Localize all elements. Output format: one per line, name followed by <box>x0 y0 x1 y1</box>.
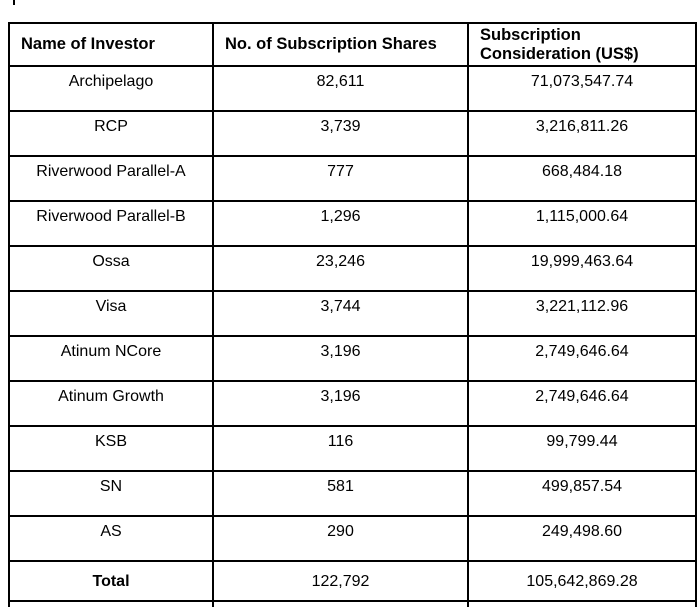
cell-subscription-consideration: 99,799.44 <box>467 425 697 472</box>
cell-investor-name: Riverwood Parallel-A <box>8 155 214 202</box>
cell-total-consideration: 105,642,869.28 <box>467 560 697 602</box>
cell-investor-name: SN <box>8 470 214 517</box>
table-row: Archipelago 82,611 71,073,547.74 <box>8 65 697 112</box>
cell-investor-name: Ossa <box>8 245 214 292</box>
cell-investor-name: Riverwood Parallel-B <box>8 200 214 247</box>
table-row: AS 290 249,498.60 <box>8 515 697 562</box>
table-row: Visa 3,744 3,221,112.96 <box>8 290 697 337</box>
cell-subscription-shares: 1,296 <box>212 200 469 247</box>
cell-subscription-shares: 23,246 <box>212 245 469 292</box>
cell-subscription-shares: 82,611 <box>212 65 469 112</box>
table-row: SN 581 499,857.54 <box>8 470 697 517</box>
total-row: Total 122,792 105,642,869.28 <box>8 560 697 602</box>
cell-subscription-consideration: 71,073,547.74 <box>467 65 697 112</box>
cell-subscription-consideration: 249,498.60 <box>467 515 697 562</box>
cell-total-label: Total <box>8 560 214 602</box>
cutoff-cell <box>8 600 214 607</box>
cell-investor-name: RCP <box>8 110 214 157</box>
cell-subscription-shares: 777 <box>212 155 469 202</box>
cell-subscription-consideration: 19,999,463.64 <box>467 245 697 292</box>
table-border-remnant <box>13 0 15 5</box>
cell-subscription-shares: 3,196 <box>212 380 469 427</box>
table-row: Atinum NCore 3,196 2,749,646.64 <box>8 335 697 382</box>
table-row: RCP 3,739 3,216,811.26 <box>8 110 697 157</box>
cell-subscription-shares: 3,739 <box>212 110 469 157</box>
cell-subscription-shares: 3,744 <box>212 290 469 337</box>
cell-investor-name: Archipelago <box>8 65 214 112</box>
cell-subscription-consideration: 1,115,000.64 <box>467 200 697 247</box>
cell-investor-name: Atinum NCore <box>8 335 214 382</box>
cell-subscription-consideration: 3,221,112.96 <box>467 290 697 337</box>
table-row: Atinum Growth 3,196 2,749,646.64 <box>8 380 697 427</box>
cell-investor-name: AS <box>8 515 214 562</box>
table-row: Riverwood Parallel-A 777 668,484.18 <box>8 155 697 202</box>
cutoff-cell <box>467 600 697 607</box>
cell-investor-name: Atinum Growth <box>8 380 214 427</box>
cell-total-shares: 122,792 <box>212 560 469 602</box>
header-row: Name of Investor No. of Subscription Sha… <box>8 22 697 67</box>
cell-subscription-consideration: 499,857.54 <box>467 470 697 517</box>
cell-subscription-shares: 3,196 <box>212 335 469 382</box>
cell-subscription-shares: 116 <box>212 425 469 472</box>
header-subscription-shares: No. of Subscription Shares <box>212 22 469 67</box>
cutoff-cell <box>212 600 469 607</box>
cell-investor-name: Visa <box>8 290 214 337</box>
cutoff-row <box>8 600 697 607</box>
cell-investor-name: KSB <box>8 425 214 472</box>
header-name-of-investor: Name of Investor <box>8 22 214 67</box>
cell-subscription-consideration: 2,749,646.64 <box>467 335 697 382</box>
table-row: Riverwood Parallel-B 1,296 1,115,000.64 <box>8 200 697 247</box>
table-row: Ossa 23,246 19,999,463.64 <box>8 245 697 292</box>
table-row: KSB 116 99,799.44 <box>8 425 697 472</box>
cell-subscription-shares: 290 <box>212 515 469 562</box>
subscription-table: Name of Investor No. of Subscription Sha… <box>8 22 697 607</box>
header-subscription-consideration: Subscription Consideration (US$) <box>467 22 697 67</box>
cell-subscription-consideration: 3,216,811.26 <box>467 110 697 157</box>
cell-subscription-consideration: 2,749,646.64 <box>467 380 697 427</box>
cell-subscription-shares: 581 <box>212 470 469 517</box>
cell-subscription-consideration: 668,484.18 <box>467 155 697 202</box>
